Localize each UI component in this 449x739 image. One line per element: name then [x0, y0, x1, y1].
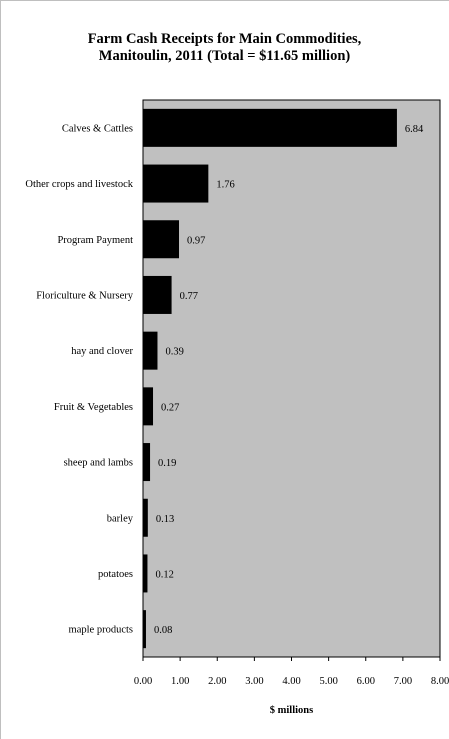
- chart-title: Farm Cash Receipts for Main Commodities,…: [87, 31, 362, 64]
- category-label: Program Payment: [57, 235, 133, 246]
- category-label: maple products: [69, 625, 133, 636]
- x-tick-label: 0.00: [134, 676, 152, 687]
- x-tick-label: 2.00: [208, 676, 226, 687]
- x-tick-label: 3.00: [245, 676, 263, 687]
- value-label: 0.39: [165, 347, 183, 358]
- bar: [143, 220, 180, 259]
- category-label: potatoes: [98, 569, 133, 580]
- bar: [143, 387, 154, 426]
- value-label: 0.27: [161, 402, 179, 413]
- x-tick-label: 6.00: [357, 676, 375, 687]
- category-label: Fruit & Vegetables: [54, 402, 133, 413]
- value-label: 0.77: [180, 291, 198, 302]
- value-label: 0.19: [158, 458, 176, 469]
- bar: [143, 610, 146, 649]
- x-tick-label: 1.00: [171, 676, 189, 687]
- bar: [143, 554, 148, 593]
- bar: [143, 108, 397, 147]
- bars: [143, 108, 397, 649]
- value-label: 0.08: [154, 625, 172, 636]
- value-labels: 6.84 1.76 0.97 0.77 0.39 0.27 0.19 0.13 0.12 0.08: [154, 124, 424, 636]
- value-label: 0.13: [156, 514, 174, 525]
- value-label: 0.12: [155, 569, 173, 580]
- category-label: barley: [107, 513, 134, 524]
- category-labels: Calves & Cattles Other crops and livestoc…: [25, 123, 133, 635]
- category-label: hay and clover: [71, 346, 133, 357]
- x-axis: 0.00 1.00 2.00 3.00 4.00 5.00 6.00 7.00 8.00: [134, 656, 449, 687]
- x-axis-title: $ millions: [270, 705, 313, 716]
- category-label: Floriculture & Nursery: [36, 290, 134, 301]
- x-tick-label: 4.00: [282, 676, 300, 687]
- value-label: 0.97: [187, 235, 205, 246]
- value-label: 1.76: [216, 180, 234, 191]
- category-label: Calves & Cattles: [62, 123, 133, 134]
- bar: [143, 498, 148, 537]
- bar: [143, 443, 151, 482]
- category-label: sheep and lambs: [64, 458, 133, 469]
- bar: [143, 331, 158, 370]
- x-tick-label: 8.00: [431, 676, 449, 687]
- value-label: 6.84: [405, 124, 424, 135]
- x-tick-label: 7.00: [394, 676, 412, 687]
- x-tick-label: 5.00: [319, 676, 337, 687]
- bar: [143, 275, 172, 314]
- bar: [143, 164, 209, 203]
- category-label: Other crops and livestock: [25, 179, 133, 190]
